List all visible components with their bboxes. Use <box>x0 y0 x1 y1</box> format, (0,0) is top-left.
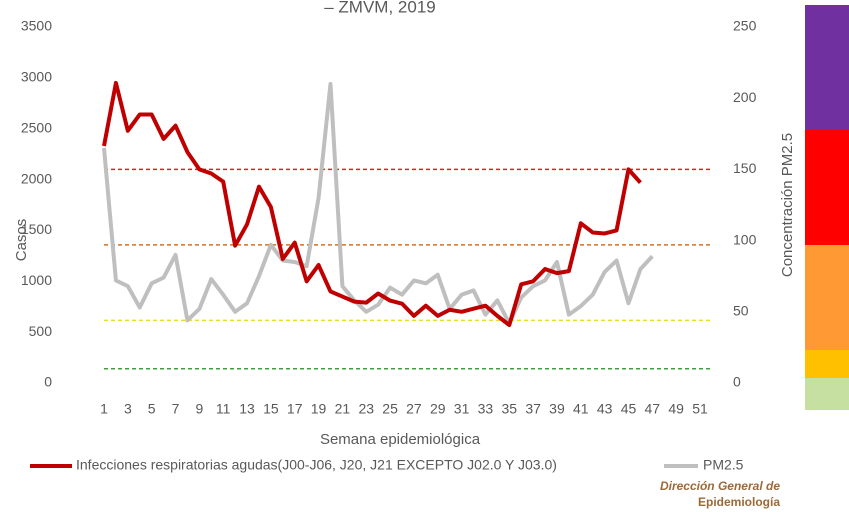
logo-text: Dirección General de <box>660 479 780 493</box>
y-tick-label: 1500 <box>21 221 52 237</box>
legend-label: Infecciones respiratorias agudas(J00-J06… <box>76 457 557 473</box>
x-tick-label: 51 <box>692 401 708 417</box>
x-tick-label: 29 <box>430 401 446 417</box>
x-tick-label: 11 <box>216 401 231 417</box>
x-tick-label: 35 <box>501 401 517 417</box>
legend-label: PM2.5 <box>703 457 744 473</box>
x-tick-label: 47 <box>645 401 661 417</box>
x-tick-label: 43 <box>597 401 613 417</box>
x-tick-label: 37 <box>525 401 541 417</box>
x-tick-label: 25 <box>382 401 398 417</box>
x-tick-label: 7 <box>172 401 180 417</box>
series-line <box>102 80 642 328</box>
scale-orange <box>805 245 849 350</box>
logo-text: Epidemiología <box>698 495 780 509</box>
x-tick-label: 33 <box>478 401 494 417</box>
x-tick-label: 1 <box>100 401 108 417</box>
x-tick-label: 21 <box>335 401 351 417</box>
y-tick-label: 3500 <box>21 18 52 34</box>
scale-yellow <box>805 350 849 378</box>
y2-axis-label: Concentración PM2.5 <box>779 133 796 277</box>
y-tick-label: 0 <box>44 374 52 390</box>
scale-green <box>805 378 849 410</box>
y2-tick-label: 0 <box>733 374 741 390</box>
x-tick-label: 15 <box>263 401 279 417</box>
series-line <box>102 81 654 326</box>
y2-tick-label: 250 <box>733 18 757 34</box>
y-tick-label: 3000 <box>21 69 52 85</box>
x-tick-label: 45 <box>621 401 637 417</box>
x-tick-label: 49 <box>668 401 684 417</box>
x-tick-label: 39 <box>549 401 565 417</box>
y-tick-label: 500 <box>29 323 53 339</box>
y-tick-label: 2000 <box>21 170 52 186</box>
y2-tick-label: 100 <box>733 231 757 247</box>
y2-tick-label: 50 <box>733 303 749 319</box>
x-tick-label: 13 <box>239 401 255 417</box>
chart-title: – ZMVM, 2019 <box>324 0 436 16</box>
y2-tick-label: 150 <box>733 160 757 176</box>
scale-purple <box>805 5 849 130</box>
x-axis-label: Semana epidemiológica <box>320 431 481 448</box>
x-tick-label: 31 <box>454 401 470 417</box>
x-tick-label: 3 <box>124 401 132 417</box>
y-tick-label: 1000 <box>21 272 52 288</box>
x-tick-label: 23 <box>358 401 374 417</box>
x-tick-label: 41 <box>573 401 589 417</box>
x-tick-label: 19 <box>311 401 327 417</box>
x-tick-label: 5 <box>148 401 156 417</box>
scale-red <box>805 130 849 245</box>
y2-tick-label: 200 <box>733 89 757 105</box>
x-tick-label: 27 <box>406 401 422 417</box>
x-tick-label: 9 <box>195 401 203 417</box>
x-tick-label: 17 <box>287 401 303 417</box>
y-tick-label: 2500 <box>21 119 52 135</box>
y-axis-label: Casos <box>13 219 30 262</box>
